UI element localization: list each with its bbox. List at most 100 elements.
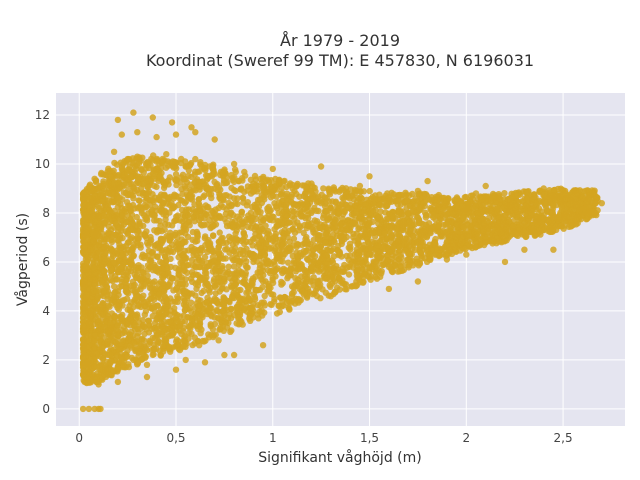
data-point xyxy=(472,203,480,210)
data-point xyxy=(123,295,131,302)
data-point xyxy=(572,221,580,228)
data-point xyxy=(541,198,548,205)
data-point xyxy=(191,171,198,178)
data-point xyxy=(239,271,246,278)
data-point xyxy=(511,217,518,224)
data-point xyxy=(182,343,189,351)
data-point xyxy=(487,208,495,215)
data-point xyxy=(225,199,232,207)
data-point xyxy=(285,196,292,203)
data-point xyxy=(346,220,353,227)
data-point xyxy=(390,191,397,198)
data-point xyxy=(110,259,118,266)
data-point xyxy=(115,179,123,186)
data-point xyxy=(445,218,452,226)
data-point xyxy=(95,249,103,257)
data-point xyxy=(271,261,278,268)
data-point xyxy=(345,204,353,212)
data-point xyxy=(263,214,270,221)
data-point xyxy=(405,250,413,258)
data-point xyxy=(138,264,145,271)
data-point xyxy=(275,218,282,225)
data-point xyxy=(107,173,114,180)
data-point xyxy=(127,205,134,212)
data-point xyxy=(210,333,217,341)
data-point xyxy=(416,204,423,212)
data-point xyxy=(234,258,241,265)
data-point xyxy=(315,268,323,275)
data-point xyxy=(373,268,380,275)
data-point xyxy=(111,159,118,167)
data-point xyxy=(253,223,260,230)
data-point xyxy=(97,225,105,233)
data-point xyxy=(233,304,240,311)
data-point xyxy=(103,236,111,243)
data-point xyxy=(330,253,338,260)
data-point xyxy=(535,205,543,212)
data-point xyxy=(89,184,96,192)
data-point xyxy=(417,250,425,257)
data-point xyxy=(502,232,510,239)
data-point xyxy=(128,254,135,261)
data-point xyxy=(172,298,179,305)
data-point xyxy=(480,227,487,234)
data-point xyxy=(115,306,123,313)
data-point xyxy=(146,201,154,208)
data-point xyxy=(116,185,124,192)
data-point xyxy=(173,336,180,343)
data-point xyxy=(86,315,93,322)
data-point xyxy=(150,304,158,311)
data-point xyxy=(80,328,87,335)
data-point xyxy=(151,212,158,219)
data-point xyxy=(116,283,123,291)
data-point xyxy=(180,337,187,345)
data-point xyxy=(561,211,568,218)
data-point xyxy=(252,210,259,218)
data-point xyxy=(223,286,230,293)
data-point xyxy=(354,241,361,248)
data-point xyxy=(133,293,140,300)
data-point xyxy=(354,194,361,201)
data-point xyxy=(90,276,98,283)
data-point xyxy=(179,190,186,198)
data-point xyxy=(89,350,96,357)
data-point xyxy=(100,212,108,219)
data-point xyxy=(80,194,87,201)
data-point xyxy=(279,253,287,260)
data-point xyxy=(457,241,464,248)
data-point xyxy=(252,231,259,238)
data-point xyxy=(268,301,275,309)
data-point xyxy=(320,185,327,192)
data-point xyxy=(196,317,204,324)
data-point xyxy=(291,220,298,228)
data-point xyxy=(164,264,171,271)
data-point xyxy=(139,191,147,198)
data-point xyxy=(459,214,467,221)
data-point xyxy=(232,250,240,257)
data-point xyxy=(181,307,189,314)
data-point xyxy=(351,219,359,227)
data-point xyxy=(82,209,90,216)
data-point xyxy=(414,214,422,221)
data-point xyxy=(205,305,212,312)
data-point xyxy=(268,290,275,298)
data-point xyxy=(110,295,117,303)
data-point xyxy=(471,219,479,226)
data-point xyxy=(374,242,382,249)
data-point xyxy=(303,275,311,282)
data-point xyxy=(322,231,330,238)
data-point xyxy=(191,201,198,208)
data-point xyxy=(256,308,263,315)
data-point xyxy=(541,191,548,198)
data-point xyxy=(150,152,157,159)
data-point xyxy=(313,244,320,252)
data-point xyxy=(367,276,374,283)
data-point xyxy=(271,226,278,233)
data-point xyxy=(286,306,293,313)
data-point xyxy=(219,323,226,331)
data-point xyxy=(180,222,188,229)
data-point xyxy=(312,230,319,238)
data-point xyxy=(198,244,205,252)
data-point xyxy=(326,282,333,289)
data-point xyxy=(331,238,338,246)
